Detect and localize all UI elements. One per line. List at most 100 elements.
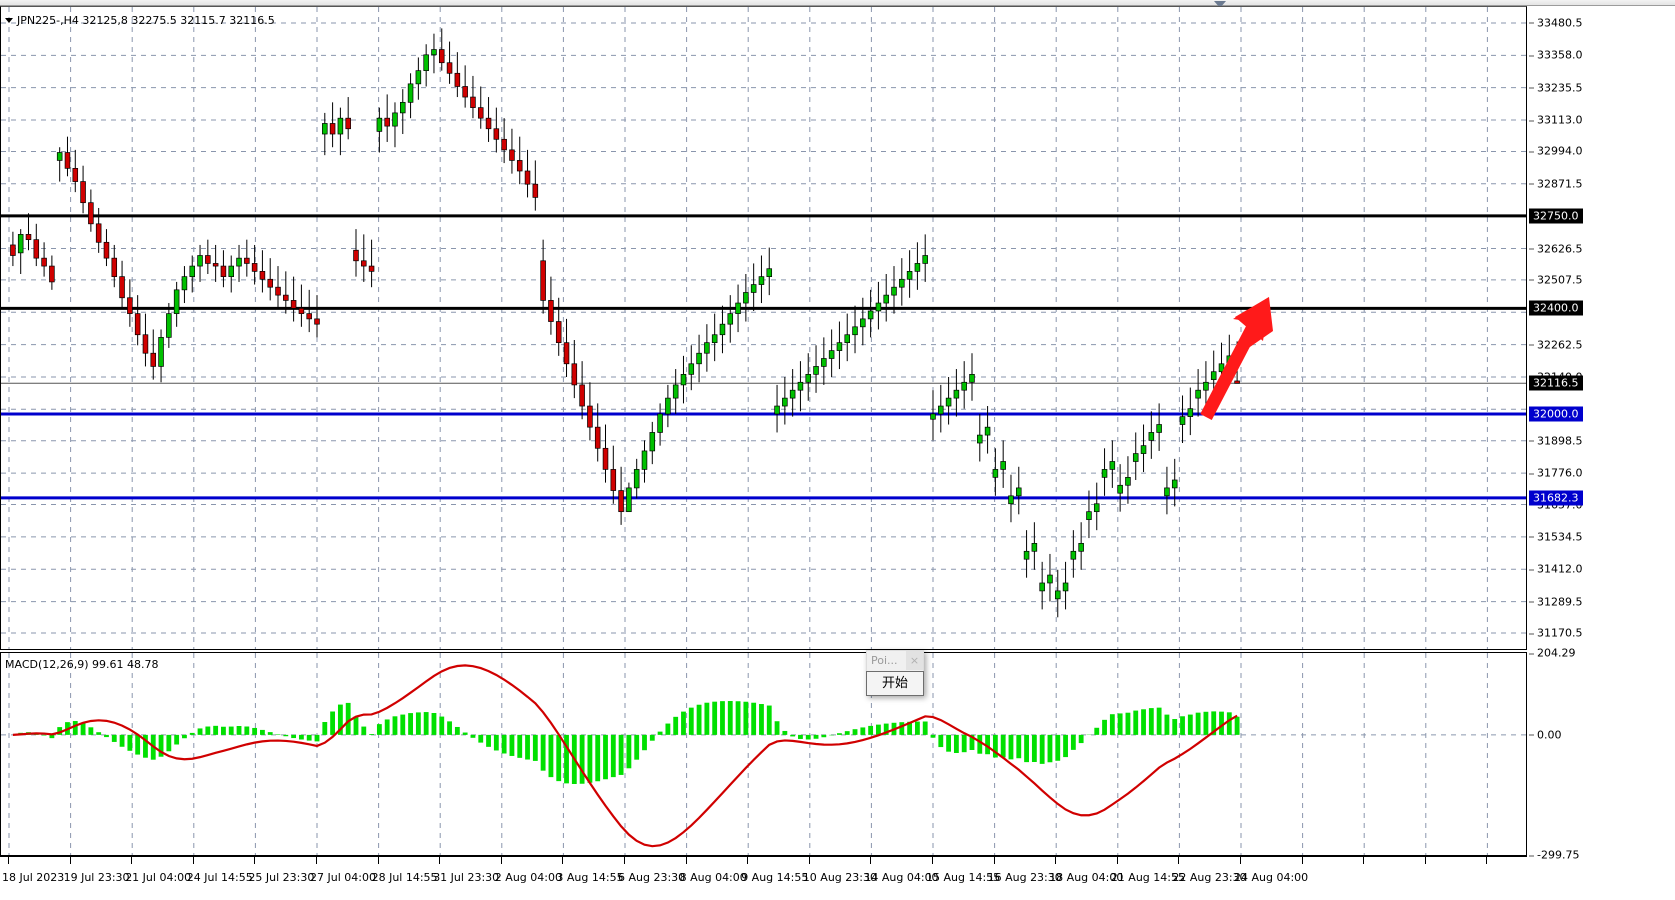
time-tick-mark <box>932 857 933 864</box>
tick-mark <box>1529 151 1534 153</box>
tick-mark <box>1529 344 1534 346</box>
tick-mark <box>1529 473 1534 475</box>
chevron-down-icon[interactable] <box>1210 0 1230 9</box>
price-tick-label: 32262.5 <box>1529 338 1583 351</box>
time-tick-label: 24 Aug 04:00 <box>1234 871 1309 884</box>
macd-tick-label: -299.75 <box>1529 849 1579 862</box>
time-tick-label: 22 Aug 23:30 <box>1172 871 1247 884</box>
time-tick-label: 18 Aug 04:00 <box>1049 871 1124 884</box>
popup-title: Poi... <box>871 654 898 667</box>
popup-titlebar[interactable]: Poi... × <box>866 650 924 671</box>
time-tick-label: 31 Jul 23:30 <box>433 871 500 884</box>
tick-mark <box>1529 569 1534 571</box>
time-tick-mark <box>254 857 256 864</box>
time-axis: 18 Jul 2023 19 Jul 23:30 21 Jul 04:00 24 Ju… <box>0 856 1527 900</box>
time-tick-mark <box>439 857 441 864</box>
script-popup-dialog[interactable]: Poi... × 开始 <box>866 650 924 696</box>
time-tick-mark <box>500 857 502 864</box>
macd-tick-label: 204.29 <box>1529 647 1576 660</box>
price-tick-label: 33480.5 <box>1529 16 1583 29</box>
tick-mark <box>1529 279 1534 281</box>
time-tick-mark <box>1055 857 1057 864</box>
time-tick-mark <box>8 857 9 864</box>
price-tick-label: 31776.0 <box>1529 467 1583 480</box>
tick-mark <box>1529 248 1534 250</box>
time-tick-label: 15 Aug 14:55 <box>926 871 1001 884</box>
price-tick-label: 33113.0 <box>1529 114 1583 127</box>
price-grid <box>1 7 1526 649</box>
time-tick-label: 19 Jul 23:30 <box>63 871 130 884</box>
price-tick-label: 33358.0 <box>1529 49 1583 62</box>
time-tick-mark <box>1363 857 1365 864</box>
close-icon[interactable]: × <box>906 651 923 670</box>
time-tick-mark <box>685 857 687 864</box>
price-tick-label: 31289.5 <box>1529 595 1583 608</box>
tick-mark <box>1529 855 1534 856</box>
time-tick-label: 14 Aug 04:00 <box>864 871 939 884</box>
time-tick-label: 6 Aug 23:30 <box>618 871 686 884</box>
tick-mark <box>1529 601 1534 603</box>
time-tick-label: 27 Jul 04:00 <box>310 871 376 884</box>
time-tick-mark <box>1301 857 1303 864</box>
symbol-ohlc-header: JPN225-,H4 32125,8 32275.5 32115.7 32116… <box>5 14 275 27</box>
tick-mark <box>1529 87 1534 89</box>
time-tick-mark <box>1424 857 1426 864</box>
time-tick-label: 21 Aug 14:55 <box>1110 871 1185 884</box>
time-tick-mark <box>131 857 133 864</box>
tick-mark <box>1529 55 1534 57</box>
start-button[interactable]: 开始 <box>866 671 924 696</box>
price-tick-label: 33235.5 <box>1529 81 1583 94</box>
price-level-badge[interactable]: 32750.0 <box>1529 208 1583 224</box>
time-tick-mark <box>1240 857 1241 864</box>
price-tick-label: 31534.5 <box>1529 530 1583 543</box>
macd-indicator-pane[interactable]: MACD(12,26,9) 99.61 48.78 <box>0 652 1527 856</box>
tick-mark <box>1529 536 1534 538</box>
tick-mark <box>1529 734 1534 736</box>
window-toolbar-strip <box>0 0 1675 6</box>
time-tick-mark <box>747 857 749 864</box>
price-tick-label: 31170.5 <box>1529 627 1583 640</box>
time-tick-label: 21 Jul 04:00 <box>125 871 192 884</box>
time-tick-mark <box>808 857 810 864</box>
macd-grid <box>1 653 1526 855</box>
time-tick-mark <box>1116 857 1118 864</box>
price-tick-label: 32626.5 <box>1529 242 1583 255</box>
price-tick-label: 31898.5 <box>1529 434 1583 447</box>
time-tick-mark <box>192 857 194 864</box>
time-tick-label: 3 Aug 14:55 <box>556 871 624 884</box>
time-tick-mark <box>69 857 71 864</box>
time-tick-mark <box>316 857 317 864</box>
price-axis[interactable]: 33480.5 33358.0 33235.5 33113.0 32994.0 32871… <box>1527 6 1675 862</box>
time-tick-mark <box>1486 857 1488 864</box>
price-tick-label: 32871.5 <box>1529 177 1583 190</box>
macd-tick-label: 0.00 <box>1529 728 1562 741</box>
price-level-badge[interactable]: 32400.0 <box>1529 300 1583 316</box>
time-tick-label: 18 Jul 2023 <box>2 871 65 884</box>
time-tick-label: 24 Jul 14:55 <box>186 871 253 884</box>
time-tick-mark <box>624 857 625 864</box>
macd-header-label: MACD(12,26,9) 99.61 48.78 <box>5 658 159 671</box>
bullish-arrow-annotation <box>1200 297 1273 421</box>
time-tick-mark <box>377 857 379 864</box>
tick-mark <box>1529 22 1534 24</box>
time-tick-mark <box>562 857 564 864</box>
price-level-badge[interactable]: 31682.3 <box>1529 490 1583 506</box>
tick-mark <box>1529 653 1534 654</box>
collapse-triangle-icon[interactable] <box>5 18 13 23</box>
time-tick-label: 16 Aug 23:30 <box>987 871 1062 884</box>
price-tick-label: 32994.0 <box>1529 145 1583 158</box>
price-level-badge[interactable]: 32000.0 <box>1529 406 1583 422</box>
time-tick-label: 10 Aug 23:30 <box>802 871 877 884</box>
tick-mark <box>1529 120 1534 122</box>
price-level-badge[interactable]: 32116.5 <box>1529 375 1583 391</box>
price-chart-pane[interactable]: JPN225-,H4 32125,8 32275.5 32115.7 32116… <box>0 6 1527 650</box>
time-tick-label: 8 Aug 04:00 <box>679 871 747 884</box>
time-tick-mark <box>870 857 872 864</box>
time-tick-label: 28 Jul 14:55 <box>371 871 438 884</box>
time-tick-label: 25 Jul 23:30 <box>248 871 315 884</box>
time-tick-mark <box>1178 857 1180 864</box>
tick-mark <box>1529 633 1534 635</box>
tick-mark <box>1529 183 1534 185</box>
time-tick-label: 2 Aug 04:00 <box>494 871 562 884</box>
